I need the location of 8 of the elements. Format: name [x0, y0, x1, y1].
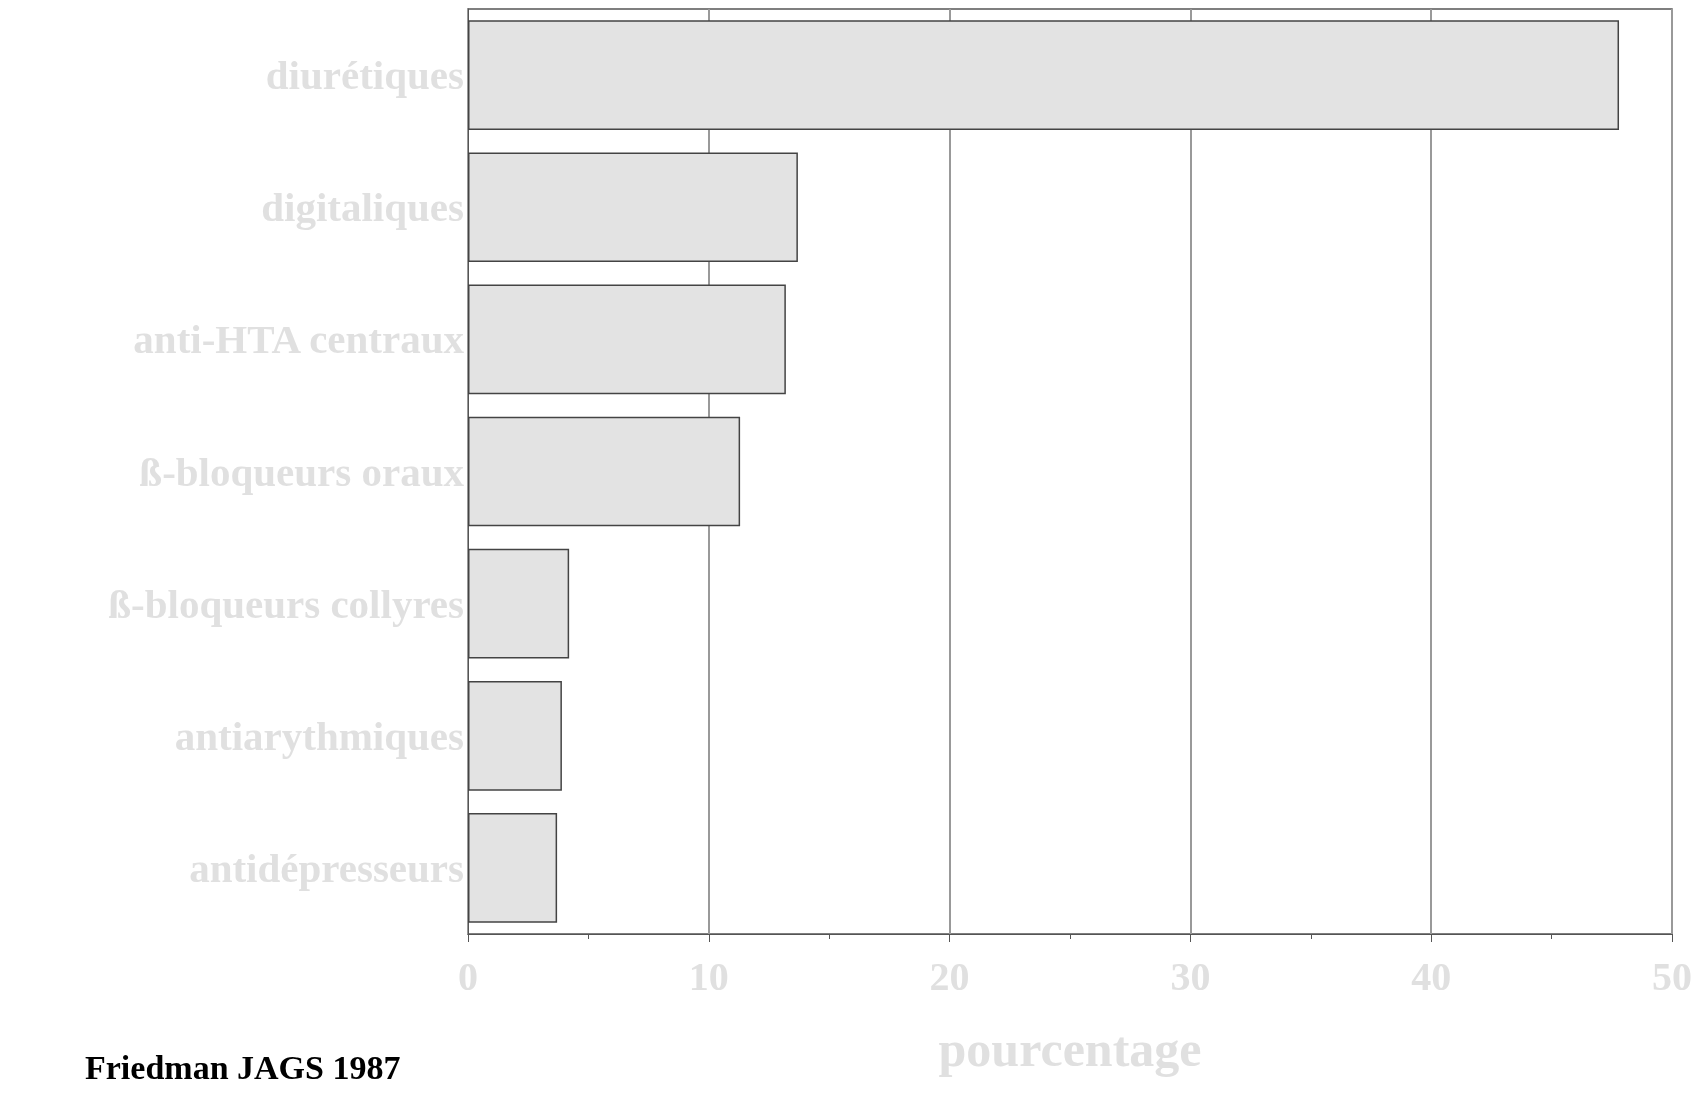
bar	[468, 416, 741, 527]
bar	[468, 680, 562, 791]
bar	[468, 152, 798, 263]
bar	[468, 284, 786, 395]
bar	[468, 813, 558, 923]
bar	[468, 20, 1620, 130]
text: Friedman JAGS 1987	[85, 1048, 401, 1086]
bar	[468, 548, 570, 659]
